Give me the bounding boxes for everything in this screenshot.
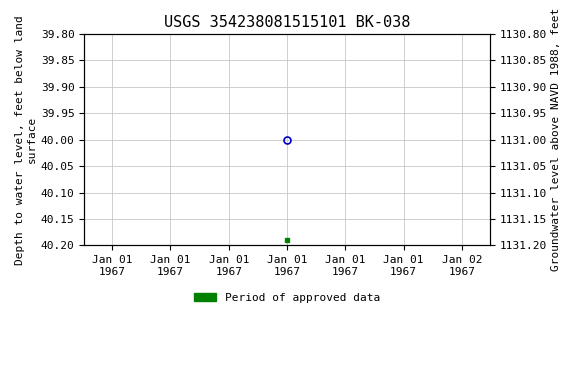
Legend: Period of approved data: Period of approved data: [190, 288, 385, 308]
Title: USGS 354238081515101 BK-038: USGS 354238081515101 BK-038: [164, 15, 410, 30]
Y-axis label: Depth to water level, feet below land
surface: Depth to water level, feet below land su…: [15, 15, 37, 265]
Y-axis label: Groundwater level above NAVD 1988, feet: Groundwater level above NAVD 1988, feet: [551, 8, 561, 271]
